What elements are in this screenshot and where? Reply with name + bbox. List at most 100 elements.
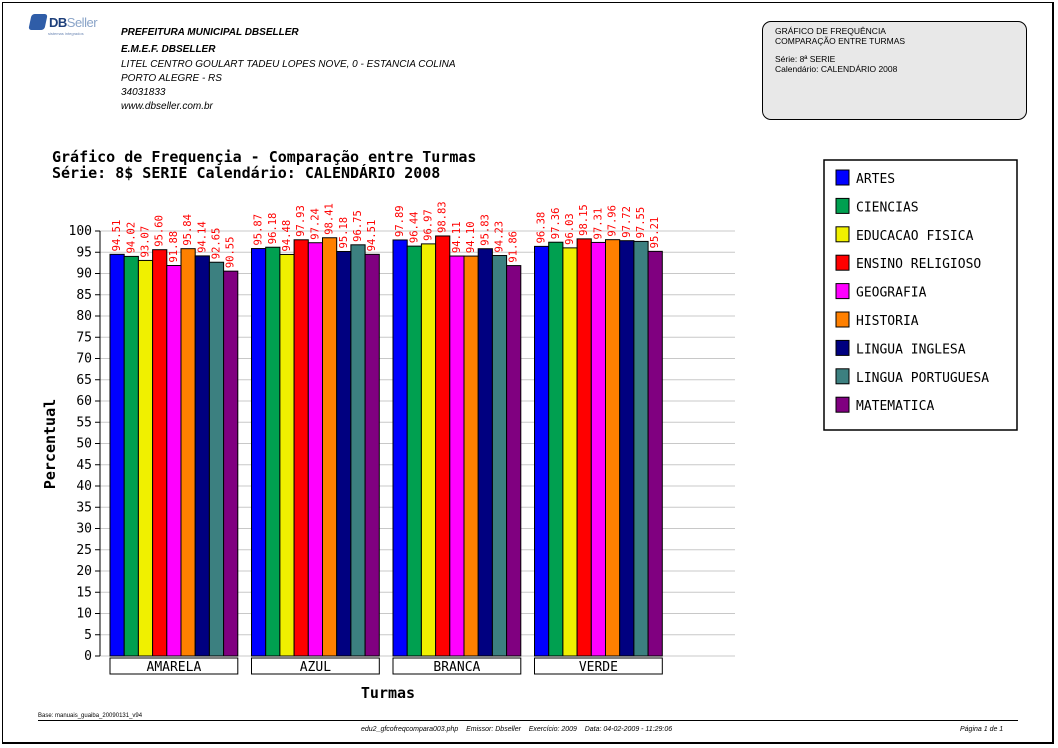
category-box — [251, 657, 380, 675]
bar-educacao-fisica-verde — [562, 247, 578, 657]
bar-value-label: 94.23 — [494, 221, 506, 253]
y-tick-label: 35 — [76, 500, 92, 515]
legend-swatch — [835, 368, 850, 385]
y-tick-label: 20 — [76, 564, 92, 579]
legend-label: ARTES — [856, 172, 895, 187]
school-phone: 34031833 — [121, 87, 166, 98]
legend-swatch — [835, 396, 850, 413]
bar-value-label: 96.03 — [564, 213, 576, 245]
report-title-line2: COMPARAÇÃO ENTRE TURMAS — [775, 36, 906, 46]
bar-educacao-fisica-azul — [279, 253, 295, 657]
y-tick-label: 75 — [76, 330, 92, 345]
bar-matematica-amarela — [223, 270, 239, 657]
bar-lingua-inglesa-azul — [336, 250, 352, 657]
bar-value-label: 90.55 — [225, 237, 237, 269]
category-label-amarela: AMARELA — [147, 660, 202, 675]
institution-name: PREFEITURA MUNICIPAL DBSELLER — [121, 27, 299, 38]
footer-program-info: edu2_gfcofreqcompara003.php Emissor: Dbs… — [361, 726, 673, 733]
bar-educacao-fisica-branca — [420, 243, 437, 657]
footer-divider — [38, 720, 1018, 721]
bar-historia-verde — [605, 239, 621, 657]
bar-value-label: 97.55 — [635, 207, 647, 239]
bar-value-label: 94.48 — [281, 220, 293, 252]
bar-geografia-amarela — [166, 265, 182, 657]
x-axis-label: Turmas — [361, 684, 415, 702]
legend-label: LINGUA PORTUGUESA — [856, 371, 989, 386]
bar-value-label: 95.18 — [338, 217, 350, 249]
y-tick-label: 100 — [69, 224, 92, 239]
bar-value-label: 96.38 — [536, 212, 548, 244]
bar-value-label: 94.14 — [196, 221, 208, 253]
bar-value-label: 95.60 — [154, 215, 166, 247]
bar-historia-azul — [322, 237, 338, 657]
bar-value-label: 98.15 — [578, 204, 590, 236]
bar-ciencias-amarela — [123, 255, 139, 657]
category-box — [392, 657, 522, 675]
y-axis-label: Percentual — [41, 399, 59, 489]
bar-value-label: 97.96 — [607, 205, 619, 237]
bar-value-label: 94.02 — [125, 222, 137, 254]
legend-swatch — [835, 254, 850, 271]
bar-lingua-inglesa-branca — [477, 248, 493, 657]
logo-text: DBSeller — [49, 14, 98, 30]
bar-value-label: 96.18 — [267, 213, 279, 245]
bar-geografia-azul — [307, 242, 323, 657]
logo-tagline: sistemas integrados — [48, 31, 84, 36]
bar-ensino-religioso-branca — [435, 235, 451, 657]
report-info-box: GRÁFICO DE FREQUÊNCIA COMPARAÇÃO ENTRE T… — [762, 21, 1027, 120]
y-tick-label: 60 — [76, 394, 92, 409]
legend-label: GEOGRAFIA — [856, 286, 927, 301]
chart-subtitle: Série: 8$ SERIE Calendário: CALENDÁRIO 2… — [52, 163, 440, 182]
legend-label: MATEMATICA — [856, 399, 934, 414]
bar-value-label: 96.97 — [423, 209, 435, 241]
bar-value-label: 97.36 — [550, 208, 562, 240]
school-website: www.dbseller.com.br — [121, 101, 213, 112]
bar-value-label: 91.88 — [168, 231, 180, 263]
bar-value-label: 97.72 — [621, 206, 633, 238]
bar-lingua-portuguesa-amarela — [208, 261, 225, 657]
legend-label: ENSINO RELIGIOSO — [856, 257, 981, 272]
legend-label: EDUCACAO FISICA — [856, 229, 974, 244]
y-tick-label: 30 — [76, 522, 92, 537]
bar-value-label: 94.11 — [451, 221, 463, 253]
bar-historia-branca — [463, 255, 479, 657]
bar-value-label: 97.93 — [295, 205, 307, 237]
bar-ensino-religioso-verde — [576, 238, 592, 657]
legend-label: LINGUA INGLESA — [856, 342, 966, 357]
bar-ciencias-branca — [406, 245, 422, 657]
bar-lingua-portuguesa-branca — [491, 255, 508, 657]
bar-matematica-verde — [647, 250, 663, 657]
bar-value-label: 97.24 — [309, 208, 321, 240]
bar-geografia-branca — [449, 255, 465, 657]
legend-swatch — [835, 339, 850, 356]
bar-value-label: 96.44 — [408, 212, 420, 244]
school-address: LITEL CENTRO GOULART TADEU LOPES NOVE, 0… — [121, 59, 456, 70]
bar-value-label: 93.07 — [140, 226, 152, 258]
category-box — [534, 657, 663, 675]
y-tick-label: 45 — [76, 458, 92, 473]
y-tick-label: 80 — [76, 309, 92, 324]
y-tick-label: 25 — [76, 543, 92, 558]
legend-swatch — [835, 226, 850, 243]
y-tick-label: 40 — [76, 479, 92, 494]
report-calendario: Calendário: CALENDÁRIO 2008 — [775, 64, 898, 74]
school-city: PORTO ALEGRE - RS — [121, 73, 222, 84]
y-tick-label: 95 — [76, 245, 92, 260]
bar-value-label: 94.51 — [111, 220, 123, 252]
chart-legend — [823, 159, 1018, 431]
bar-ciencias-verde — [548, 241, 564, 657]
bar-value-label: 98.41 — [324, 203, 336, 235]
bar-value-label: 95.83 — [479, 214, 491, 246]
y-tick-label: 5 — [84, 628, 92, 643]
y-tick-label: 90 — [76, 267, 92, 282]
bar-value-label: 94.51 — [366, 220, 378, 252]
bar-value-label: 91.86 — [508, 231, 520, 263]
bar-value-label: 94.10 — [465, 221, 477, 253]
bar-artes-amarela — [109, 253, 125, 657]
y-tick-label: 15 — [76, 585, 92, 600]
bar-value-label: 97.89 — [394, 205, 406, 237]
bar-ciencias-azul — [265, 246, 281, 657]
bar-ensino-religioso-amarela — [152, 249, 168, 657]
bar-lingua-inglesa-amarela — [194, 255, 210, 657]
